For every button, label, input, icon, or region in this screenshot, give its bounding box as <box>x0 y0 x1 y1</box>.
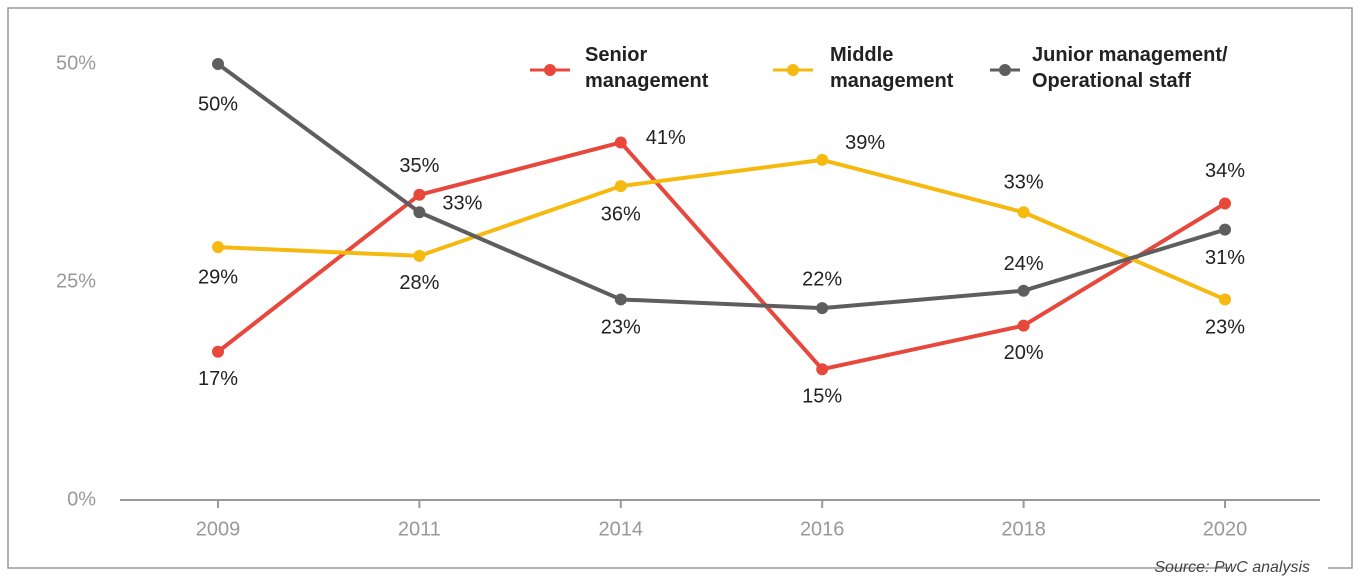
point <box>816 302 829 315</box>
series-line <box>216 62 1226 311</box>
legend-label: Junior management/ Operational staff <box>1032 44 1228 92</box>
value-label: 41% <box>646 127 686 149</box>
legend-marker <box>787 64 799 76</box>
point <box>1219 223 1231 236</box>
point <box>212 345 224 358</box>
point <box>614 136 627 149</box>
point <box>1017 319 1030 332</box>
legend-marker <box>999 64 1011 76</box>
point <box>614 180 627 193</box>
value-label: 34% <box>1205 160 1245 182</box>
value-label: 23% <box>1205 317 1245 339</box>
value-label: 24% <box>1004 253 1044 275</box>
value-label: 29% <box>198 266 238 288</box>
legend-label: Senior management <box>585 44 709 92</box>
x-tick-label: 2014 <box>599 518 644 540</box>
source: Source: PwC analysis <box>1154 559 1310 576</box>
point <box>1219 293 1231 306</box>
point <box>1017 284 1030 297</box>
point <box>614 293 627 306</box>
series-line <box>217 157 1226 302</box>
value-label: 17% <box>198 368 238 390</box>
x-tick-label: 2016 <box>800 518 845 540</box>
point <box>1017 206 1030 219</box>
y-tick-label: 0% <box>67 488 96 510</box>
x-tick-label: 2011 <box>398 518 441 540</box>
value-label: 15% <box>802 385 842 407</box>
point <box>1219 197 1231 210</box>
value-label: 36% <box>601 203 641 225</box>
legend-label: Middle management <box>830 44 954 92</box>
value-label: 22% <box>802 268 842 290</box>
value-label: 20% <box>1004 342 1044 364</box>
y-tick-label: 50% <box>56 52 96 74</box>
value-label: 50% <box>198 93 238 115</box>
point <box>212 241 224 254</box>
x-tick-label: 2018 <box>1001 518 1046 540</box>
y-tick-label: 25% <box>56 270 96 292</box>
point <box>816 363 829 376</box>
point <box>816 153 829 166</box>
x-tick-label: 2020 <box>1203 518 1248 540</box>
value-label: 31% <box>1205 247 1245 269</box>
series-line <box>216 140 1227 372</box>
point <box>413 249 426 262</box>
value-label: 33% <box>442 193 482 215</box>
frame <box>7 7 1353 569</box>
legend-marker <box>544 64 556 76</box>
value-label: 23% <box>601 317 641 339</box>
x-tick-label: 2009 <box>196 518 241 540</box>
value-label: 33% <box>1004 172 1044 194</box>
value-label: 28% <box>399 272 439 294</box>
value-label: 39% <box>845 132 885 154</box>
point <box>413 188 426 201</box>
value-label: 35% <box>399 155 439 177</box>
point <box>413 206 426 219</box>
point <box>212 58 224 70</box>
